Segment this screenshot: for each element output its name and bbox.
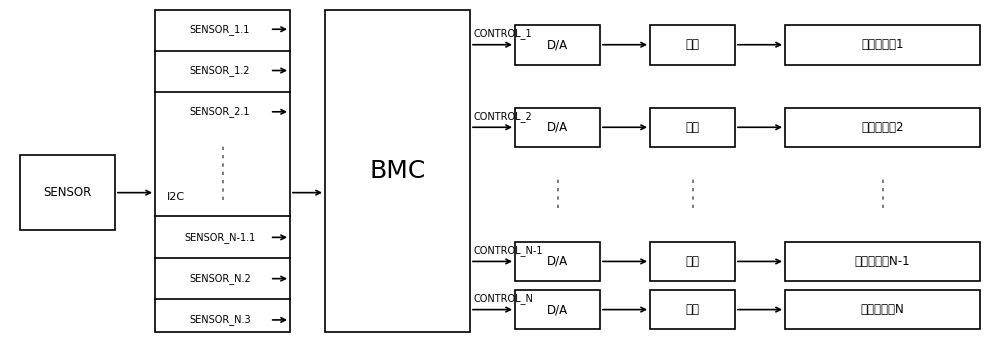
Bar [515, 25, 600, 65]
Bar [785, 107, 980, 147]
Bar [785, 25, 980, 65]
Text: BMC: BMC [369, 159, 426, 183]
Bar [650, 241, 735, 281]
Text: 电子比例锶N-1: 电子比例锶N-1 [855, 255, 910, 268]
Text: CONTROL_N: CONTROL_N [474, 293, 534, 304]
Text: SENSOR: SENSOR [43, 186, 92, 199]
Bar [785, 290, 980, 330]
Bar [515, 107, 600, 147]
Bar [325, 10, 470, 332]
Text: CONTROL_N-1: CONTROL_N-1 [474, 245, 544, 256]
Text: 功放: 功放 [686, 121, 700, 134]
Bar [515, 290, 600, 330]
Text: SENSOR_1.2: SENSOR_1.2 [190, 65, 250, 76]
Text: CONTROL_2: CONTROL_2 [474, 111, 533, 122]
Text: 功放: 功放 [686, 255, 700, 268]
Text: 电子比例锶1: 电子比例锶1 [861, 38, 904, 51]
Bar [20, 155, 115, 230]
Bar [155, 10, 290, 332]
Text: CONTROL_1: CONTROL_1 [474, 28, 533, 39]
Text: D/A: D/A [547, 303, 568, 316]
Text: SENSOR_N-1.1: SENSOR_N-1.1 [184, 232, 255, 243]
Text: SENSOR_1.1: SENSOR_1.1 [190, 24, 250, 35]
Text: D/A: D/A [547, 255, 568, 268]
Text: SENSOR_N.3: SENSOR_N.3 [189, 314, 251, 325]
Text: 功放: 功放 [686, 303, 700, 316]
Text: 电子比例锶N: 电子比例锶N [861, 303, 904, 316]
Text: SENSOR_N.2: SENSOR_N.2 [189, 273, 251, 284]
Bar [515, 241, 600, 281]
Text: D/A: D/A [547, 121, 568, 134]
Text: 功放: 功放 [686, 38, 700, 51]
Bar [650, 107, 735, 147]
Text: I2C: I2C [167, 192, 185, 202]
Text: D/A: D/A [547, 38, 568, 51]
Text: SENSOR_2.1: SENSOR_2.1 [190, 106, 250, 117]
Bar [650, 25, 735, 65]
Bar [650, 290, 735, 330]
Bar [785, 241, 980, 281]
Text: 电子比例锶2: 电子比例锶2 [861, 121, 904, 134]
